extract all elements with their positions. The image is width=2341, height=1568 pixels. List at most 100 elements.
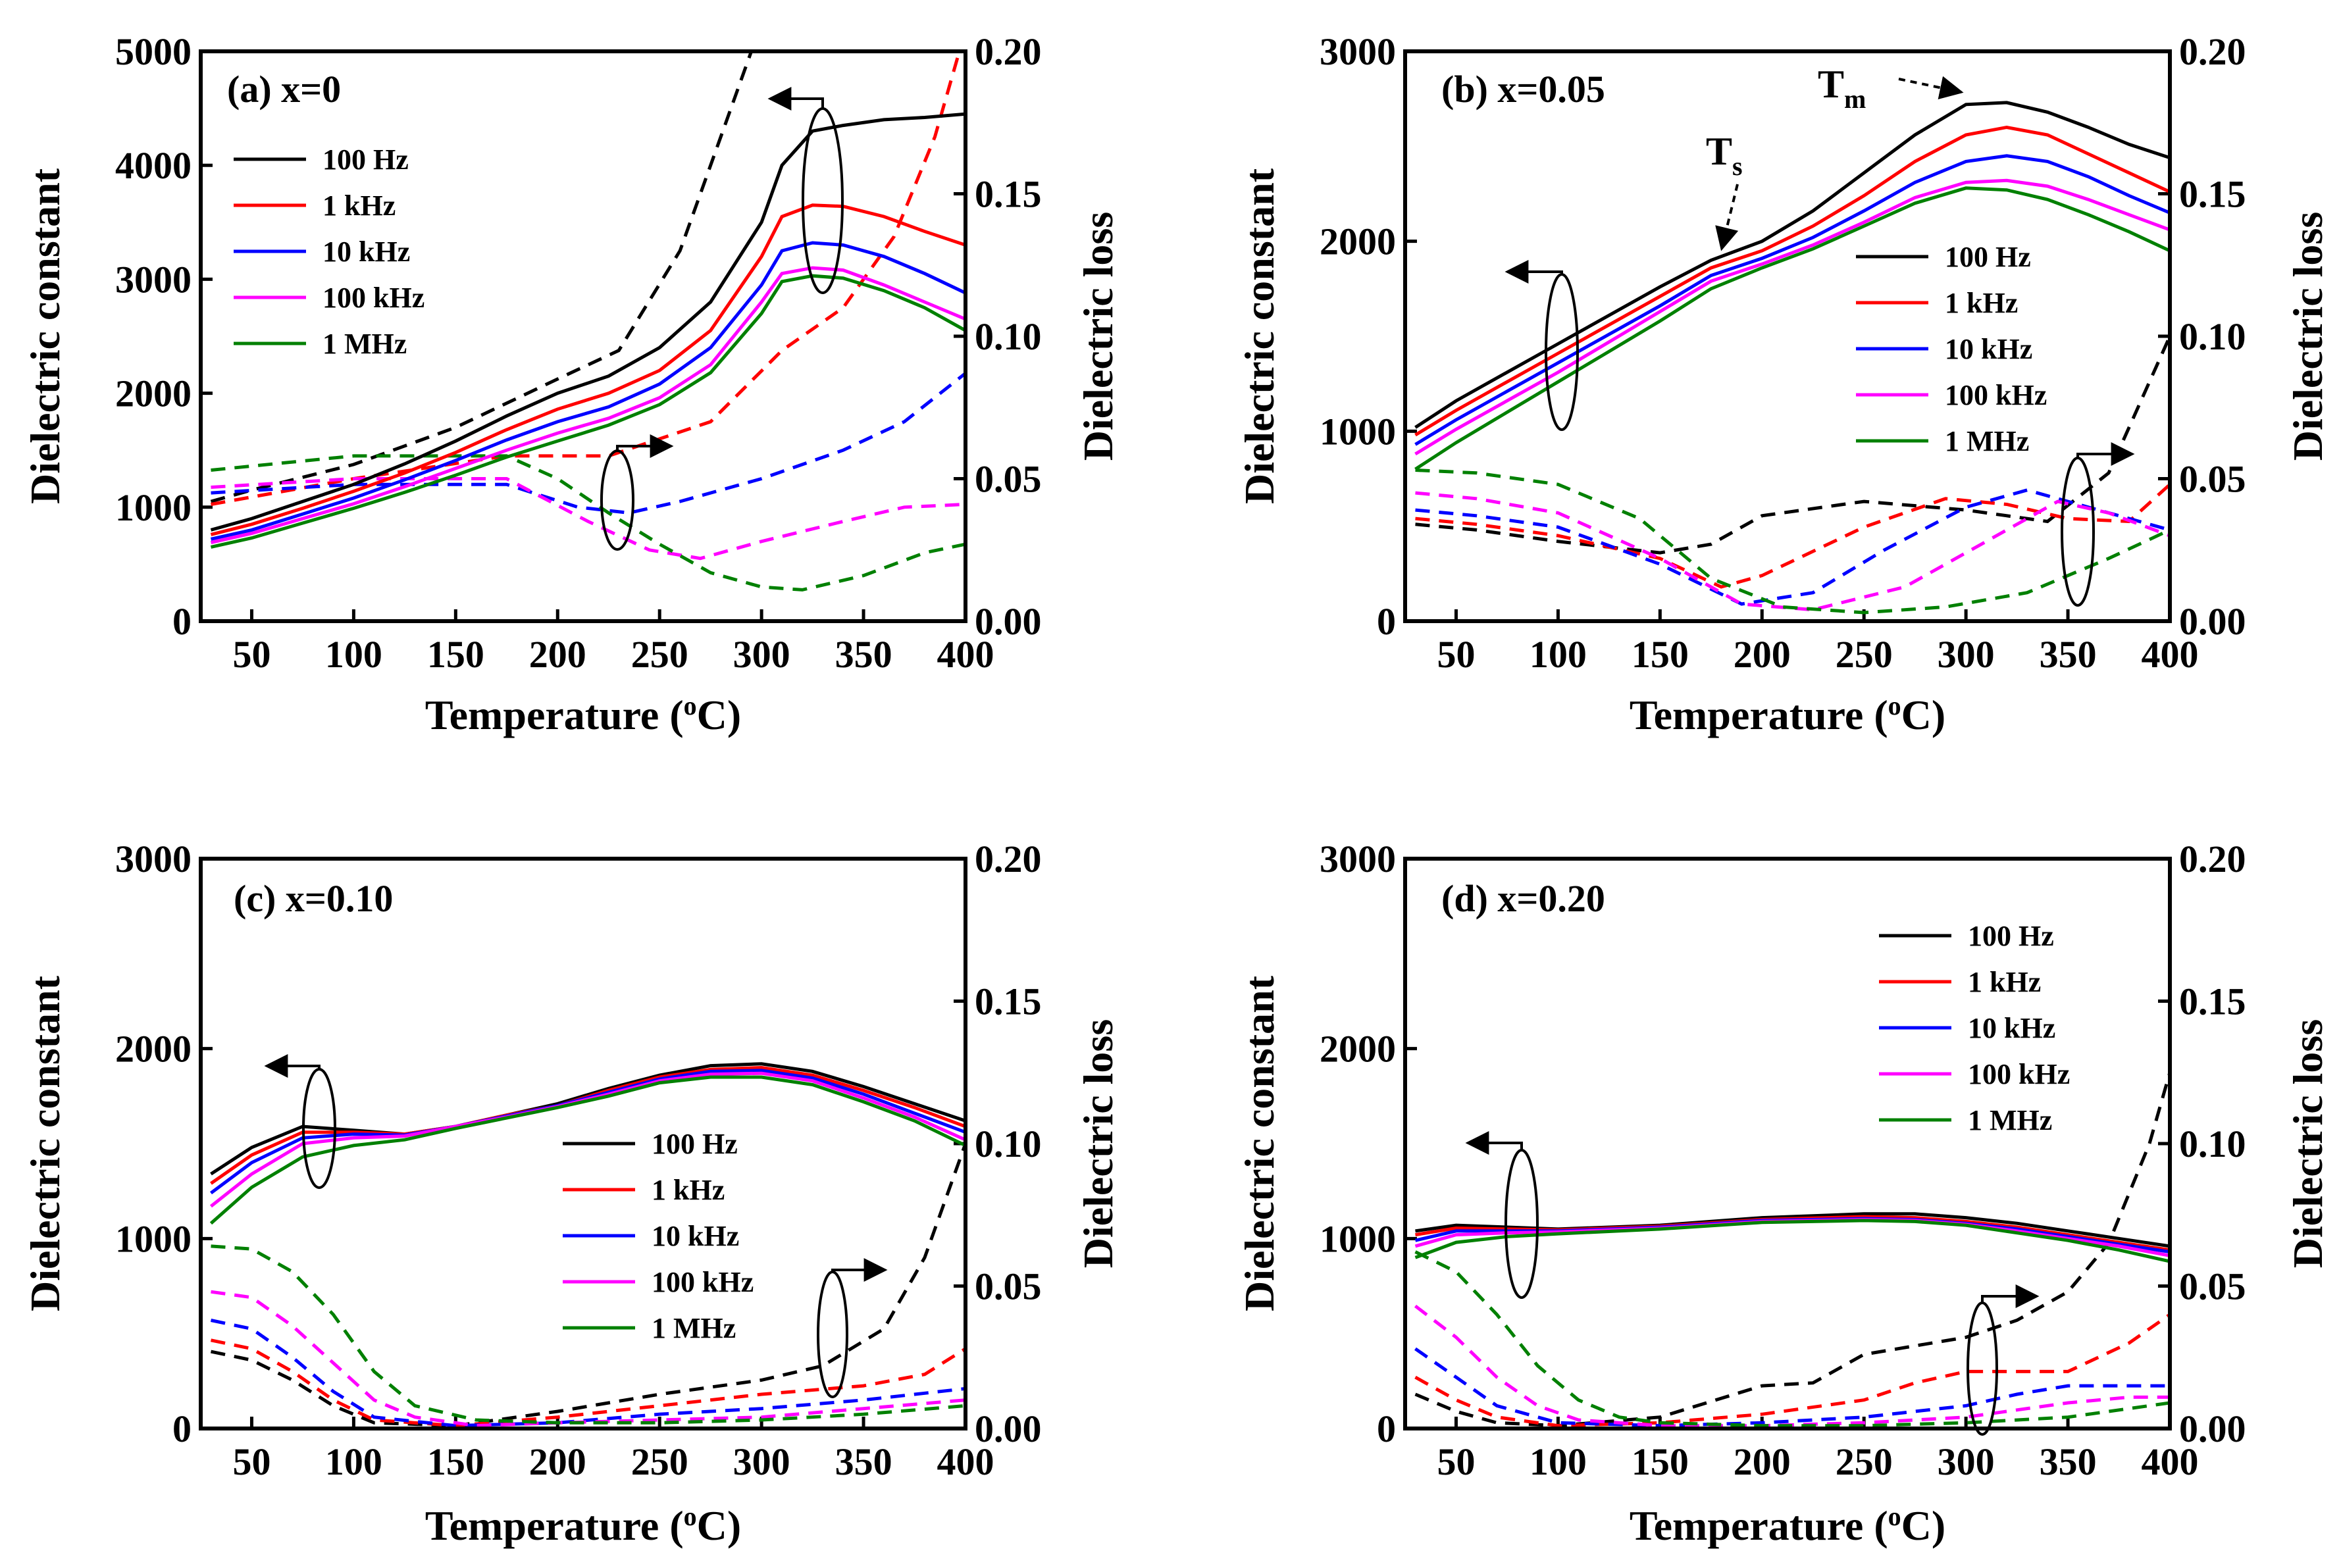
y-ticks: 0 1000 2000 3000 — [1320, 838, 1417, 1450]
x-tick-label: 100 — [325, 633, 382, 676]
loss-line-100-khz — [211, 1290, 965, 1428]
x-tick-label: 400 — [937, 633, 994, 676]
x-tick-label: 250 — [1836, 633, 1893, 676]
y-axis-label: Dielectric constant — [22, 975, 68, 1311]
y-tick-label: 4000 — [115, 144, 192, 187]
dielectric-constant-series — [209, 1062, 965, 1225]
y2-tick-label: 0.10 — [975, 1123, 1042, 1165]
oval-indicator — [600, 449, 634, 551]
x-tick-label: 100 — [1530, 1440, 1587, 1483]
x-axis-label: Temperature (oC) — [425, 691, 741, 739]
y2-tick-label: 0.15 — [2179, 980, 2246, 1023]
loss-series — [1414, 1072, 2170, 1428]
tm-arrow — [1898, 76, 1964, 99]
legend-label: 1 MHz — [322, 328, 407, 360]
loss-series — [210, 1143, 965, 1428]
loss-line-100-khz — [1414, 1304, 2170, 1428]
arrow-left — [767, 87, 824, 111]
y-tick-label: 0 — [1377, 1407, 1396, 1450]
arrow-left — [1465, 1131, 1523, 1155]
y-tick-label: 2000 — [1320, 1028, 1396, 1071]
loss-series — [1415, 335, 2170, 615]
y-tick-label: 3000 — [115, 258, 192, 301]
legend-label: 10 kHz — [1945, 333, 2032, 365]
y-tick-label: 1000 — [115, 486, 192, 529]
y-tick-label: 3000 — [1320, 838, 1396, 880]
legend-label: 10 kHz — [322, 236, 410, 268]
y2-tick-label: 0.05 — [975, 458, 1042, 501]
y-axis-label: Dielectric constant — [1236, 168, 1283, 504]
x-tick-label: 350 — [835, 1440, 892, 1483]
legend: 100 Hz 1 kHz 10 kHz 100 kHz 1 MHz — [1879, 920, 2070, 1136]
x-tick-label: 350 — [835, 633, 892, 676]
loss-line-1-mhz — [211, 454, 965, 592]
x-tick-label: 400 — [2142, 633, 2199, 676]
ts-arrow — [1715, 184, 1739, 251]
legend-label: 100 kHz — [322, 282, 424, 314]
y2-axis-label: Dielectric loss — [2284, 1019, 2331, 1269]
legend-label: 1 MHz — [1968, 1104, 2052, 1136]
y2-axis-label: Dielectric loss — [1075, 212, 1121, 461]
y2-tick-label: 0.20 — [975, 30, 1042, 73]
x-tick-label: 150 — [427, 633, 484, 676]
legend-label: 1 MHz — [652, 1312, 736, 1344]
y-tick-label: 5000 — [115, 30, 192, 73]
legend: 100 Hz 1 kHz 10 kHz 100 kHz 1 MHz — [234, 143, 424, 360]
loss-line-1-khz — [1414, 1313, 2170, 1428]
constant-line-100-hz — [210, 1062, 965, 1176]
panel-title: (b) x=0.05 — [1441, 68, 1605, 111]
legend-label: 1 kHz — [1945, 287, 2018, 319]
loss-line-10-khz — [210, 1319, 965, 1428]
loss-series — [210, 51, 965, 592]
plot-frame — [1403, 49, 2172, 623]
legend-label: 100 Hz — [1945, 241, 2031, 273]
arrow-left — [1505, 260, 1563, 284]
y2-tick-label: 0.20 — [2179, 838, 2246, 880]
y2-tick-label: 0.05 — [975, 1265, 1042, 1308]
plot-frame — [199, 49, 967, 623]
x-tick-label: 150 — [427, 1440, 484, 1483]
x-axis-label: Temperature (oC) — [425, 1502, 741, 1550]
legend-label: 100 Hz — [322, 143, 409, 176]
loss-line-100-hz — [1415, 335, 2170, 555]
y-tick-label: 1000 — [1320, 1217, 1396, 1260]
y2-tick-label: 0.05 — [2179, 1265, 2246, 1308]
x-ticks: 50 100 150 200 250 300 350 400 — [1437, 1417, 2199, 1483]
oval-indicator — [1505, 1149, 1539, 1299]
x-tick-label: 50 — [232, 633, 270, 676]
x-tick-label: 200 — [1734, 1440, 1791, 1483]
y-tick-label: 3000 — [1320, 30, 1396, 73]
plot-frame — [199, 857, 967, 1430]
dielectric-constant-series — [1414, 1212, 2170, 1263]
constant-line-100-hz — [210, 112, 965, 532]
loss-line-100-hz — [210, 1143, 965, 1428]
panel-title: (d) x=0.20 — [1441, 877, 1605, 920]
dielectric-constant-series — [1414, 101, 2170, 471]
y2-tick-label: 0.05 — [2179, 458, 2246, 501]
constant-line-1-mhz — [209, 1075, 965, 1225]
legend-label: 1 kHz — [322, 190, 396, 222]
legend-label: 100 kHz — [1945, 379, 2047, 411]
x-ticks: 50 100 150 200 250 300 350 400 — [1437, 609, 2199, 676]
y2-tick-label: 0.20 — [975, 838, 1042, 880]
y-tick-label: 0 — [172, 1407, 192, 1450]
y-ticks: 0 1000 2000 3000 4000 5000 — [115, 30, 213, 643]
y2-tick-label: 0.15 — [2179, 173, 2246, 216]
legend-label: 100 Hz — [652, 1128, 738, 1160]
y-tick-label: 1000 — [1320, 410, 1396, 453]
tm-annotation: Tm — [1818, 63, 1866, 114]
x-tick-label: 300 — [1938, 1440, 1995, 1483]
y2-tick-label: 0.15 — [975, 173, 1042, 216]
legend-label: 1 kHz — [652, 1174, 725, 1206]
y2-tick-label: 0.10 — [975, 315, 1042, 358]
arrow-right — [616, 434, 674, 458]
loss-line-100-hz — [1414, 1072, 2170, 1428]
y-tick-label: 3000 — [115, 838, 192, 880]
x-tick-label: 200 — [1734, 633, 1791, 676]
legend-label: 10 kHz — [1968, 1012, 2055, 1044]
legend-label: 1 MHz — [1945, 425, 2029, 457]
constant-line-10-khz — [210, 241, 965, 541]
y-tick-label: 0 — [1377, 600, 1396, 643]
constant-line-100-hz — [1414, 101, 2170, 429]
y2-tick-label: 0.15 — [975, 980, 1042, 1023]
